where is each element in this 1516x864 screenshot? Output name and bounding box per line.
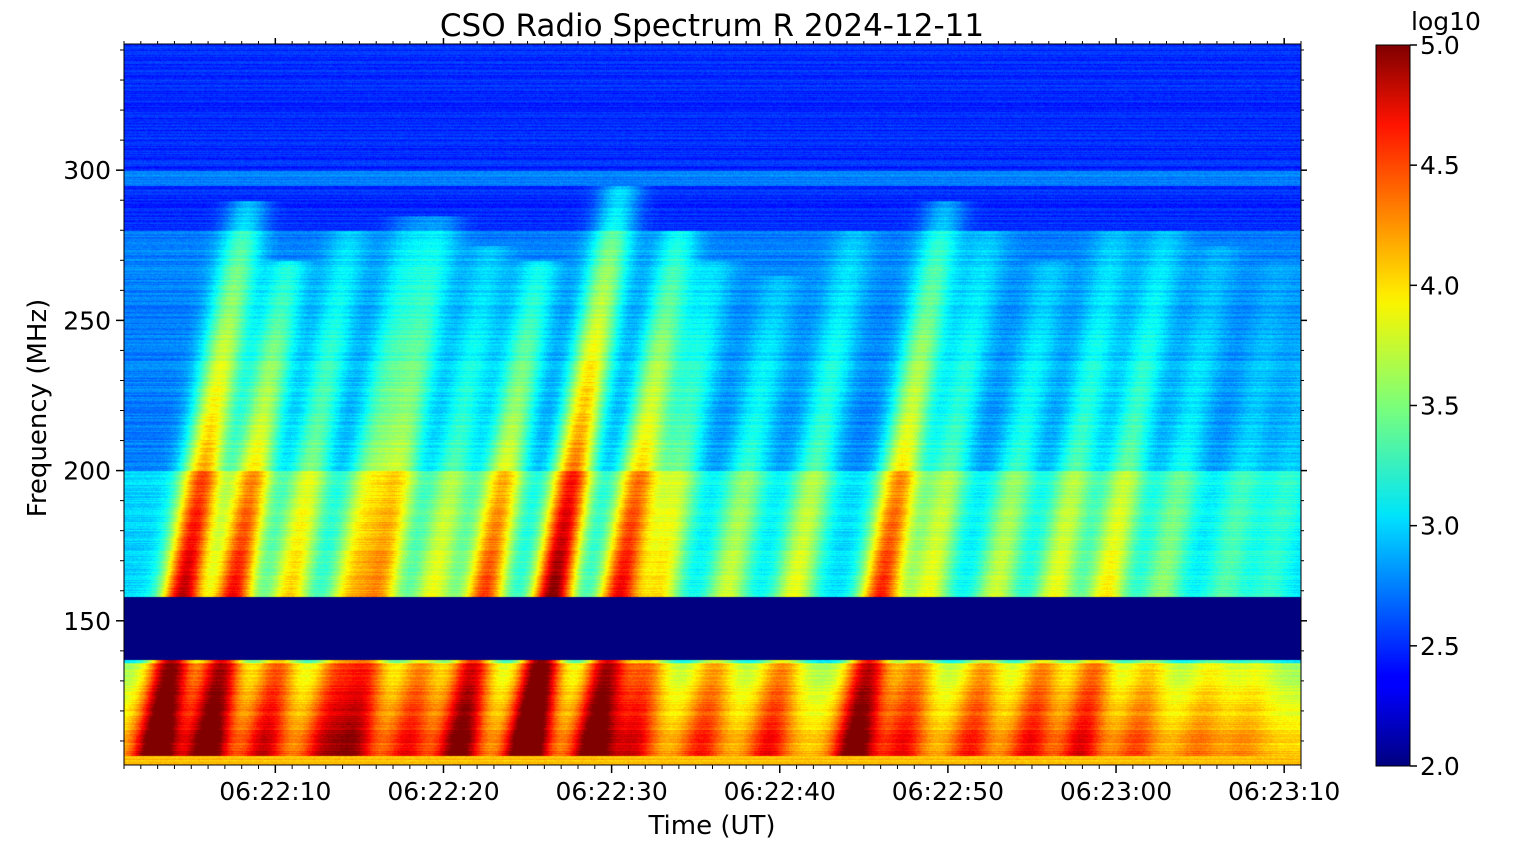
y-axis: 150 200 250 300 — [63, 49, 1307, 742]
x-axis: 06:22:10 06:22:20 06:22:30 06:22:40 06:22:50… — [123, 38, 1340, 806]
colorbar-tick-label: 3.5 — [1420, 392, 1460, 421]
colorbar-tick-label: 3.0 — [1420, 512, 1460, 541]
colorbar-label: log10 — [1411, 7, 1481, 36]
colorbar-tick-label: 4.0 — [1420, 271, 1460, 300]
colorbar-tick-label: 5.0 — [1420, 31, 1460, 60]
y-tick-label: 200 — [63, 457, 111, 486]
x-tick-label: 06:22:10 — [219, 777, 331, 806]
colorbar: log10 2.0 2.5 3.0 3.5 4.0 4.5 5.0 — [1375, 7, 1481, 781]
x-axis-title: Time (UT) — [647, 811, 775, 841]
heatmap-image — [124, 44, 1301, 765]
y-axis-title: Frequency (MHz) — [23, 299, 53, 518]
colorbar-gradient — [1375, 44, 1411, 767]
x-tick-label: 06:22:40 — [724, 777, 836, 806]
colorbar-ticks: 2.0 2.5 3.0 3.5 4.0 4.5 5.0 — [1410, 31, 1460, 781]
chart-title: CSO Radio Spectrum R 2024-12-11 — [440, 8, 984, 44]
y-tick-label: 150 — [63, 607, 111, 636]
colorbar-tick-label: 2.0 — [1420, 752, 1460, 781]
x-tick-label: 06:22:20 — [387, 777, 499, 806]
colorbar-tick-label: 2.5 — [1420, 632, 1460, 661]
y-tick-label: 250 — [63, 306, 111, 335]
x-tick-label: 06:22:30 — [555, 777, 667, 806]
plot-area — [123, 43, 1302, 766]
x-tick-label: 06:22:50 — [892, 777, 1004, 806]
y-tick-label: 300 — [63, 156, 111, 185]
x-tick-label: 06:23:00 — [1060, 777, 1172, 806]
colorbar-tick-label: 4.5 — [1420, 151, 1460, 180]
x-tick-label: 06:23:10 — [1228, 777, 1340, 806]
